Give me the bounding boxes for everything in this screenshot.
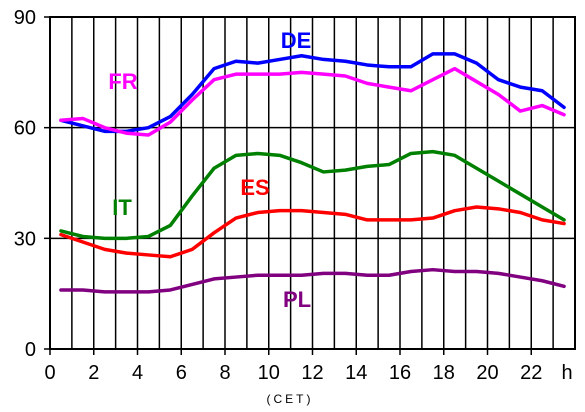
series-label-pl: PL (283, 287, 311, 312)
y-tick-label: 90 (14, 7, 36, 29)
x-tick-label: 6 (176, 362, 187, 384)
grid (50, 16, 575, 349)
series-label-es: ES (240, 175, 269, 200)
series-lines (59, 52, 566, 294)
x-tick-label: 14 (345, 362, 367, 384)
y-tick-label: 30 (14, 228, 36, 250)
series-labels: DE FR IT ES PL (108, 28, 311, 312)
series-line-es (59, 205, 566, 259)
x-tick-label: 8 (219, 362, 230, 384)
series-line-de (59, 52, 566, 134)
x-unit-label: h (561, 362, 572, 384)
series-label-fr: FR (108, 69, 137, 94)
x-tick-label: 22 (520, 362, 542, 384)
series-label-de: DE (281, 28, 312, 53)
x-tick-label: 4 (132, 362, 143, 384)
axes: 0 2 4 6 8 10 12 14 16 18 20 22 0 30 60 90 h (CET) (14, 7, 576, 406)
y-tick-label: 0 (25, 339, 36, 361)
x-tick-label: 20 (476, 362, 498, 384)
x-tick-label: 12 (301, 362, 323, 384)
x-tick-label: 10 (258, 362, 280, 384)
series-line-pl (59, 267, 566, 294)
series-label-it: IT (112, 195, 132, 220)
x-tick-label: 2 (88, 362, 99, 384)
x-axis-label: (CET) (267, 392, 314, 406)
series-line-fr (59, 66, 566, 137)
series-line-it (59, 149, 566, 241)
y-tick-label: 60 (14, 118, 36, 140)
x-tick-label: 0 (44, 362, 55, 384)
x-tick-label: 16 (389, 362, 411, 384)
x-tick-label: 18 (433, 362, 455, 384)
